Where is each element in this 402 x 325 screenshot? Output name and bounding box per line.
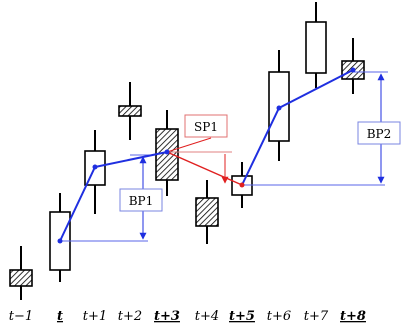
- candle-bullish: [84, 130, 106, 214]
- sp1-label-box: SP1: [184, 114, 228, 138]
- time-label: t−1: [9, 309, 33, 324]
- bp1-label-box: BP1: [119, 188, 163, 212]
- buy-path-2: [241, 69, 354, 186]
- candle-bearish: [195, 180, 219, 244]
- candle-bearish: [9, 246, 33, 300]
- time-label: t+6: [267, 309, 291, 324]
- candle-bearish: [118, 82, 142, 140]
- candles-group: [9, 2, 365, 300]
- bp1-label: BP1: [129, 194, 154, 208]
- reference-lines: [60, 71, 388, 242]
- path-node: [276, 105, 282, 111]
- candle-body: [9, 269, 33, 287]
- sell-path: [166, 151, 243, 186]
- candle-bullish: [305, 2, 327, 88]
- path-node: [350, 67, 356, 73]
- candle-bullish: [49, 193, 71, 282]
- time-axis-labels: t−1 t t+1 t+2 t+3 t+4 t+5 t+6 t+7 t+8: [9, 309, 366, 324]
- candle-bearish: [341, 38, 365, 94]
- time-label: t+3: [154, 309, 180, 324]
- time-label: t+4: [195, 309, 219, 324]
- sp1-leader: [166, 137, 212, 153]
- path-node: [164, 149, 170, 155]
- candle-body: [195, 197, 219, 227]
- bp2-label: BP2: [367, 127, 392, 141]
- bp2-label-box: BP2: [357, 121, 401, 145]
- time-label: t+5: [229, 309, 255, 324]
- path-node: [92, 164, 98, 170]
- time-label: t+2: [118, 309, 142, 324]
- time-label: t+8: [340, 309, 366, 324]
- price-path: [57, 67, 356, 244]
- time-label: t+1: [83, 309, 107, 324]
- path-node: [57, 238, 63, 244]
- path-node: [239, 182, 245, 188]
- candle-body: [118, 105, 142, 117]
- candle-body: [305, 21, 327, 74]
- time-label: t: [57, 309, 63, 324]
- sp1-label: SP1: [194, 120, 218, 134]
- time-label: t+7: [304, 309, 329, 324]
